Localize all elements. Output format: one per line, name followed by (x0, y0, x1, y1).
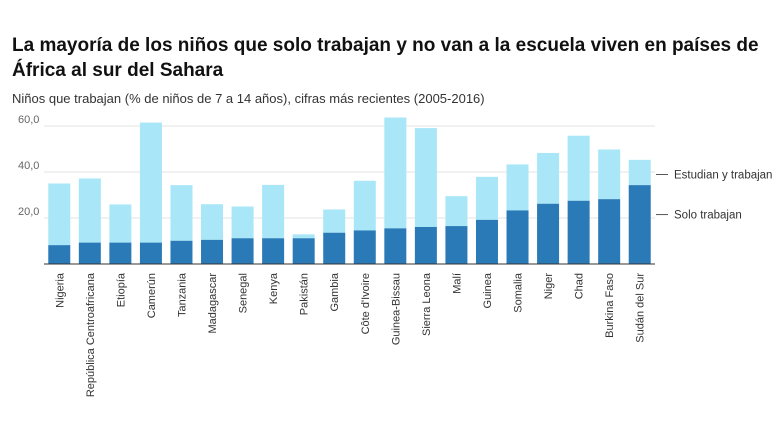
legend: Estudian y trabajan Solo trabajan (656, 169, 772, 222)
x-category-label: Madagascar (207, 273, 219, 334)
x-category-label: Somalia (513, 272, 525, 313)
y-tick-label: 60,0 (18, 114, 39, 126)
legend-label: Solo trabajan (674, 210, 742, 222)
chart-title: La mayoría de los niños que solo trabaja… (12, 35, 759, 81)
bar-estudian-y-trabajan (323, 209, 346, 233)
x-category-label: Guinea (482, 272, 494, 308)
bar-estudian-y-trabajan (506, 164, 529, 211)
bar-solo-trabajan (292, 238, 315, 264)
x-category-label: Senegal (238, 273, 250, 313)
x-category-label: Niger (543, 273, 555, 300)
x-category-label: Gambia (329, 272, 341, 311)
bar-solo-trabajan (201, 239, 224, 264)
bar-estudian-y-trabajan (598, 149, 621, 200)
x-category-label: Côte d'Ivoire (360, 273, 372, 334)
x-category-label: Camerún (146, 273, 158, 318)
bar-estudian-y-trabajan (231, 206, 254, 239)
bar-solo-trabajan (48, 245, 71, 264)
bar-estudian-y-trabajan (628, 159, 651, 186)
x-axis-labels: Nigeria República Centroafricana Etiopía Ca… (54, 272, 646, 397)
x-category-label: Burkina Faso (604, 273, 616, 338)
x-category-label: Etiopía (115, 272, 127, 307)
x-category-label: Guinea-Bissau (390, 273, 402, 345)
bar-estudian-y-trabajan (353, 180, 376, 231)
x-category-label: Sudán del Sur (635, 273, 647, 343)
y-tick-label: 40,0 (18, 160, 39, 172)
bar-estudian-y-trabajan (201, 204, 224, 240)
bar-solo-trabajan (598, 199, 621, 264)
bar-estudian-y-trabajan (475, 176, 498, 220)
bar-solo-trabajan (628, 185, 651, 264)
bar-solo-trabajan (323, 232, 346, 264)
bar-solo-trabajan (414, 226, 437, 264)
bar-solo-trabajan (475, 219, 498, 264)
bar-estudian-y-trabajan (414, 128, 437, 227)
x-category-label: Nigeria (54, 272, 66, 308)
bar-estudian-y-trabajan (445, 196, 468, 227)
bar-solo-trabajan (231, 238, 254, 264)
bar-solo-trabajan (78, 242, 101, 264)
bar-solo-trabajan (170, 240, 193, 264)
x-category-label: Chad (574, 273, 586, 299)
bar-solo-trabajan (537, 203, 560, 264)
bar-solo-trabajan (567, 200, 590, 264)
x-category-label: Kenya (268, 272, 280, 304)
bar-estudian-y-trabajan (292, 234, 315, 239)
x-category-label: Malí (451, 273, 463, 294)
bar-estudian-y-trabajan (262, 184, 285, 239)
bar-estudian-y-trabajan (78, 178, 101, 243)
bars (48, 117, 651, 264)
bar-solo-trabajan (109, 242, 132, 264)
bar-solo-trabajan (262, 238, 285, 264)
bar-estudian-y-trabajan (384, 117, 407, 229)
y-axis-ticks: 20,0 40,0 60,0 (18, 114, 39, 218)
bar-estudian-y-trabajan (48, 183, 71, 246)
bar-solo-trabajan (384, 228, 407, 264)
bar-estudian-y-trabajan (109, 204, 132, 243)
gridlines (44, 125, 655, 219)
x-category-label: Sierra Leona (421, 272, 433, 336)
bar-estudian-y-trabajan (537, 152, 560, 204)
bar-solo-trabajan (445, 226, 468, 264)
y-tick-label: 20,0 (18, 206, 39, 218)
bar-estudian-y-trabajan (567, 135, 590, 201)
chart-subtitle: Niños que trabajan (% de niños de 7 a 14… (12, 91, 485, 106)
legend-label: Estudian y trabajan (674, 169, 772, 181)
bar-estudian-y-trabajan (170, 185, 193, 241)
bar-solo-trabajan (506, 210, 529, 264)
x-category-label: Pakistán (299, 273, 311, 315)
bar-solo-trabajan (139, 242, 162, 264)
bar-estudian-y-trabajan (139, 122, 162, 243)
x-category-label: República Centroafricana (85, 272, 97, 397)
bar-solo-trabajan (353, 230, 376, 264)
x-category-label: Tanzania (176, 272, 188, 317)
